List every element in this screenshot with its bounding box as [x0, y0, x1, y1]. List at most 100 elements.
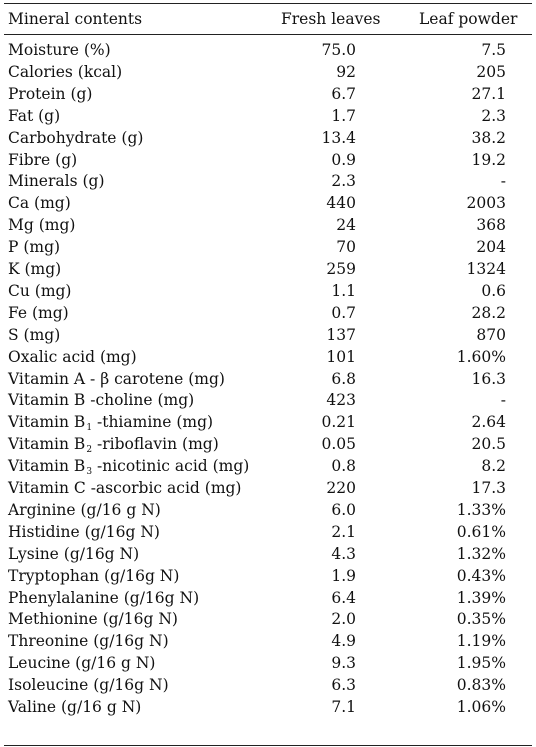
fresh-leaves-value: 259 [326, 260, 356, 278]
row-label: Fibre (g) [8, 150, 78, 169]
row-label: Phenylalanine (g/16g N) [8, 588, 200, 607]
fresh-leaves-value: 0.7 [331, 303, 356, 322]
table-row: Valine (g/16 g N) 7.1 1.06% [0, 696, 536, 718]
row-label: Ca (mg) [8, 194, 71, 213]
row-label: Calories (kcal) [8, 62, 123, 81]
header-mineral-contents: Mineral contents [8, 10, 143, 28]
row-label-prefix: Vitamin B [8, 435, 86, 454]
fresh-leaves-value: 1.7 [331, 106, 356, 125]
fresh-leaves-value: 440 [326, 194, 356, 213]
row-label: P (mg) [8, 238, 61, 257]
table-header-rule [4, 34, 532, 35]
fresh-leaves-value: 6.4 [331, 588, 356, 607]
fresh-leaves-value: 24 [336, 216, 356, 235]
table-row: Lysine (g/16g N) 4.3 1.32% [0, 543, 536, 565]
leaf-powder-value: 38.2 [471, 128, 506, 147]
row-label: K (mg) [8, 260, 62, 278]
row-label: Fat (g) [8, 106, 61, 125]
table-row: Calories (kcal) 92 205 [0, 61, 536, 83]
table-row: Methionine (g/16g N) 2.0 0.35% [0, 608, 536, 630]
table-row: Fe (mg) 0.7 28.2 [0, 302, 536, 324]
table-header-row: Mineral contents Fresh leaves Leaf powde… [0, 8, 536, 30]
leaf-powder-value: 1.39% [456, 588, 506, 607]
table-row: Mg (mg) 24 368 [0, 214, 536, 236]
row-label-prefix: Vitamin B [8, 413, 86, 432]
row-label: Carbohydrate (g) [8, 128, 144, 147]
leaf-powder-value: 8.2 [481, 457, 506, 476]
row-label: Moisture (%) [8, 41, 111, 59]
leaf-powder-value: 2.64 [471, 413, 506, 432]
table-row: Vitamin B1 -thiamine (mg) 0.21 2.64 [0, 411, 536, 433]
leaf-powder-value: 1.19% [456, 632, 506, 651]
row-label: Oxalic acid (mg) [8, 347, 137, 366]
table-row: Moisture (%) 75.0 7.5 [0, 39, 536, 61]
row-label: Vitamin A - β carotene (mg) [8, 369, 225, 388]
row-label: Vitamin B3 -nicotinic acid (mg) [8, 455, 249, 483]
fresh-leaves-value: 6.8 [331, 369, 356, 388]
fresh-leaves-value: 0.05 [321, 435, 356, 454]
table-bottom-rule [4, 745, 532, 746]
leaf-powder-value: 7.5 [481, 41, 506, 59]
leaf-powder-value: 0.43% [456, 566, 506, 585]
table-row: Vitamin B -choline (mg) 423 - [0, 389, 536, 411]
row-label-subscript: 2 [86, 445, 93, 456]
leaf-powder-value: - [500, 172, 506, 191]
fresh-leaves-value: 220 [326, 479, 356, 497]
table-row: Cu (mg) 1.1 0.6 [0, 280, 536, 302]
leaf-powder-value: 28.2 [471, 303, 506, 322]
fresh-leaves-value: 13.4 [321, 128, 356, 147]
row-label: Isoleucine (g/16g N) [8, 676, 169, 695]
table-row: K (mg) 259 1324 [0, 258, 536, 280]
leaf-powder-value: 1324 [466, 260, 506, 278]
leaf-powder-value: 2.3 [481, 106, 506, 125]
table-row: Vitamin C -ascorbic acid (mg) 220 17.3 [0, 477, 536, 499]
row-label-suffix: -nicotinic acid (mg) [92, 457, 250, 476]
fresh-leaves-value: 423 [326, 391, 356, 410]
table-row: S (mg) 137 870 [0, 324, 536, 346]
leaf-powder-value: 20.5 [471, 435, 506, 454]
leaf-powder-value: 1.32% [456, 544, 506, 563]
fresh-leaves-value: 4.3 [331, 544, 356, 563]
leaf-powder-value: 205 [476, 62, 506, 81]
leaf-powder-value: 0.61% [456, 522, 506, 541]
row-label: Vitamin B -choline (mg) [8, 391, 195, 410]
leaf-powder-value: 17.3 [471, 479, 506, 497]
leaf-powder-value: 27.1 [471, 84, 506, 103]
table-row: Vitamin A - β carotene (mg) 6.8 16.3 [0, 368, 536, 390]
fresh-leaves-value: 1.1 [331, 281, 356, 300]
row-label: Methionine (g/16g N) [8, 610, 178, 629]
fresh-leaves-value: 2.3 [331, 172, 356, 191]
leaf-powder-value: 2003 [466, 194, 506, 213]
leaf-powder-value: 368 [476, 216, 506, 235]
row-label: Vitamin C -ascorbic acid (mg) [8, 479, 242, 497]
row-label: Vitamin B1 -thiamine (mg) [8, 411, 213, 439]
fresh-leaves-value: 0.21 [321, 413, 356, 432]
table-row: Oxalic acid (mg) 101 1.60% [0, 346, 536, 368]
table-row: Histidine (g/16g N) 2.1 0.61% [0, 521, 536, 543]
fresh-leaves-value: 6.0 [331, 500, 356, 519]
leaf-powder-value: 0.35% [456, 610, 506, 629]
row-label: Lysine (g/16g N) [8, 544, 140, 563]
table-row: Vitamin B3 -nicotinic acid (mg) 0.8 8.2 [0, 455, 536, 477]
row-label-prefix: Vitamin B [8, 457, 86, 476]
fresh-leaves-value: 70 [336, 238, 356, 257]
table-row: Minerals (g) 2.3 - [0, 170, 536, 192]
row-label: Mg (mg) [8, 216, 76, 235]
row-label: Threonine (g/16g N) [8, 632, 169, 651]
row-label: Protein (g) [8, 84, 93, 103]
fresh-leaves-value: 6.3 [331, 676, 356, 695]
fresh-leaves-value: 6.7 [331, 84, 356, 103]
fresh-leaves-value: 101 [326, 347, 356, 366]
table-row: Fat (g) 1.7 2.3 [0, 105, 536, 127]
row-label-suffix: -thiamine (mg) [92, 413, 214, 432]
fresh-leaves-value: 137 [326, 325, 356, 344]
table-row: Vitamin B2 -riboflavin (mg) 0.05 20.5 [0, 433, 536, 455]
table-row: P (mg) 70 204 [0, 236, 536, 258]
leaf-powder-value: 204 [476, 238, 506, 257]
fresh-leaves-value: 2.1 [331, 522, 356, 541]
table-row: Isoleucine (g/16g N) 6.3 0.83% [0, 674, 536, 696]
row-label: Minerals (g) [8, 172, 105, 191]
row-label: Valine (g/16 g N) [8, 698, 142, 716]
fresh-leaves-value: 0.8 [331, 457, 356, 476]
fresh-leaves-value: 4.9 [331, 632, 356, 651]
